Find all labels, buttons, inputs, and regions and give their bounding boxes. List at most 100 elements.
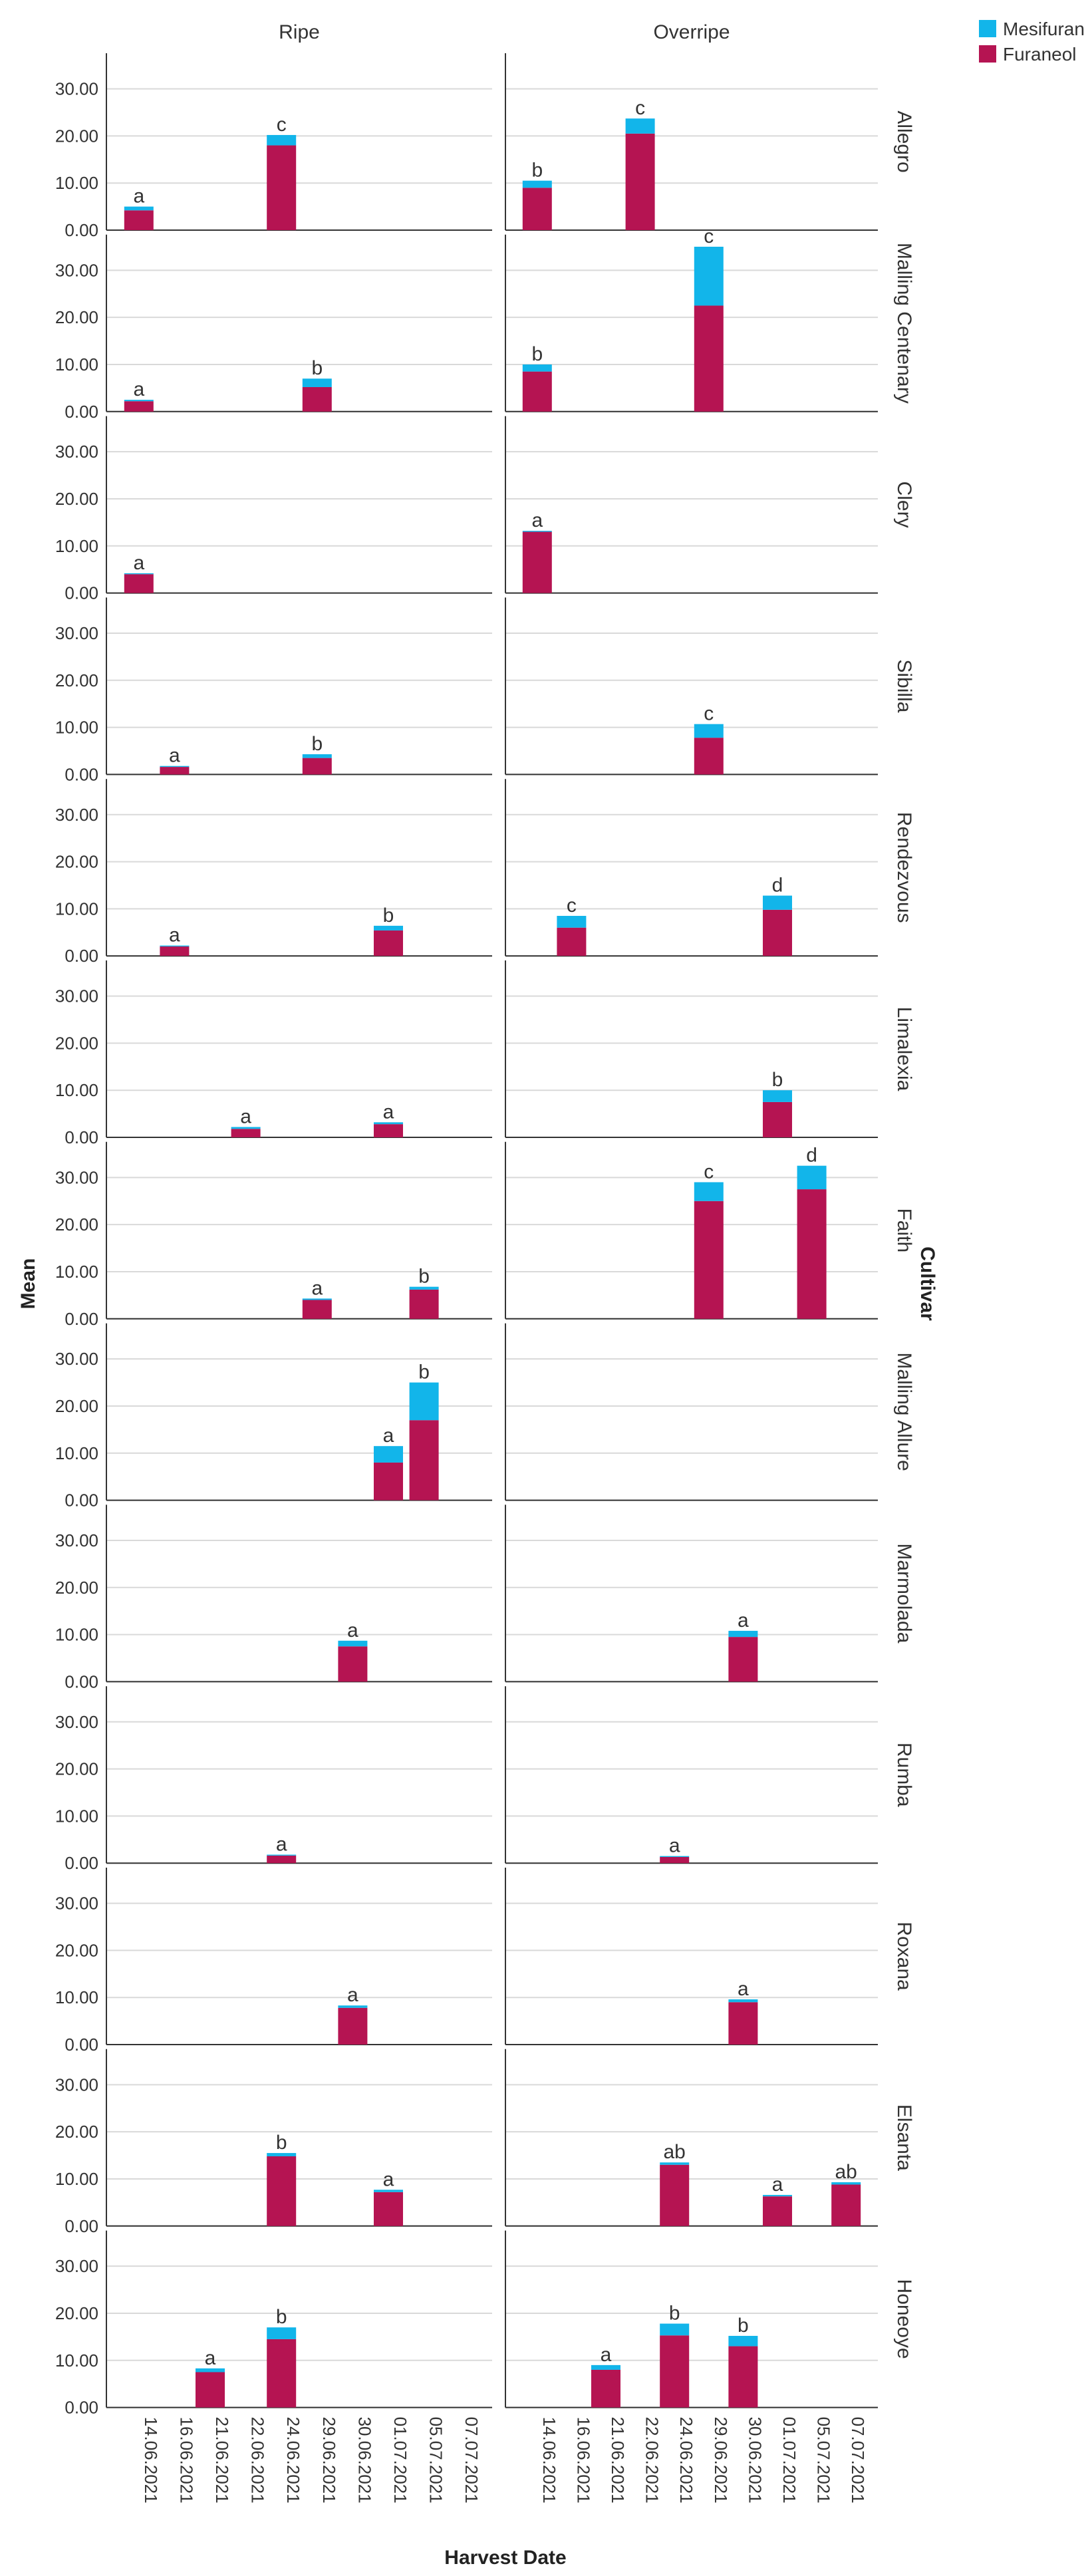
bar-furaneol-malling-allure-ripe (409, 1420, 439, 1501)
y-tick-label: 0.00 (65, 1127, 98, 1147)
bar-mesifuran-elsanta-overripe (831, 2182, 861, 2185)
y-tick-label: 30.00 (55, 1167, 98, 1187)
bar-mesifuran-allegro-ripe (267, 134, 297, 146)
row-label-sibilla: Sibilla (893, 659, 915, 712)
bar-mesifuran-limalexia-ripe (374, 1122, 403, 1125)
y-tick-label: 10.00 (55, 2169, 98, 2189)
x-tick-label: 01.07.2021 (390, 2417, 410, 2504)
bar-mesifuran-rendezvous-overripe (557, 916, 587, 928)
bar-mesifuran-allegro-overripe (522, 180, 552, 188)
bar-furaneol-faith-ripe (302, 1300, 332, 1319)
significance-label: d (806, 1145, 817, 1167)
y-tick-label: 10.00 (55, 1806, 98, 1826)
bar-furaneol-elsanta-ripe (267, 2156, 297, 2226)
y-tick-label: 20.00 (55, 1396, 98, 1416)
y-tick-label: 0.00 (65, 2398, 98, 2418)
significance-label: a (347, 1984, 358, 2006)
bar-mesifuran-malling-allure-ripe (409, 1382, 439, 1421)
y-tick-label: 20.00 (55, 307, 98, 327)
bar-furaneol-honeoye-ripe (267, 2339, 297, 2408)
row-label-malling-centenary: Malling Centenary (893, 243, 915, 404)
x-tick-label: 21.06.2021 (212, 2417, 232, 2504)
significance-label: b (531, 160, 543, 182)
y-tick-label: 20.00 (55, 1578, 98, 1598)
significance-label: ab (664, 2141, 686, 2163)
y-tick-label: 30.00 (55, 1894, 98, 1914)
row-label-honeoye: Honeoye (893, 2279, 915, 2359)
y-tick-label: 0.00 (65, 1853, 98, 1873)
y-tick-label: 20.00 (55, 126, 98, 146)
row-label-allegro: Allegro (893, 110, 915, 172)
y-tick-label: 30.00 (55, 805, 98, 825)
bar-mesifuran-limalexia-overripe (763, 1090, 792, 1102)
bar-mesifuran-honeoye-ripe (196, 2368, 225, 2372)
bar-mesifuran-malling-centenary-ripe (124, 400, 154, 402)
bar-furaneol-malling-centenary-overripe (522, 371, 552, 412)
y-tick-label: 20.00 (55, 852, 98, 872)
significance-label: a (383, 1101, 394, 1123)
bar-furaneol-rendezvous-ripe (160, 946, 190, 956)
significance-label: a (133, 378, 144, 400)
bar-furaneol-faith-overripe (797, 1189, 827, 1319)
bar-furaneol-allegro-overripe (625, 133, 655, 230)
y-tick-label: 0.00 (65, 583, 98, 603)
bar-furaneol-elsanta-overripe (660, 2164, 690, 2226)
bar-furaneol-rumba-overripe (660, 1856, 690, 1864)
legend-label-furaneol: Furaneol (1003, 44, 1077, 65)
bar-furaneol-faith-overripe (694, 1201, 724, 1319)
bar-mesifuran-honeoye-ripe (267, 2327, 297, 2339)
y-tick-label: 30.00 (55, 986, 98, 1006)
y-tick-label: 0.00 (65, 220, 98, 240)
y-tick-label: 10.00 (55, 718, 98, 738)
x-tick-label: 21.06.2021 (608, 2417, 628, 2504)
y-tick-label: 20.00 (55, 1759, 98, 1779)
row-label-clery: Clery (893, 482, 915, 528)
bar-furaneol-honeoye-overripe (591, 2369, 620, 2408)
bar-mesifuran-faith-overripe (694, 1182, 724, 1201)
y-tick-label: 30.00 (55, 623, 98, 643)
row-label-rendezvous: Rendezvous (893, 812, 915, 923)
legend-swatch-furaneol (979, 45, 996, 63)
bar-furaneol-clery-ripe (124, 574, 154, 593)
bar-furaneol-marmolada-overripe (728, 1637, 758, 1682)
y-tick-label: 0.00 (65, 1491, 98, 1510)
significance-label: c (704, 1161, 714, 1183)
bar-furaneol-malling-centenary-ripe (302, 386, 332, 412)
bar-mesifuran-elsanta-overripe (763, 2195, 792, 2197)
bar-furaneol-elsanta-overripe (763, 2196, 792, 2226)
x-tick-label: 22.06.2021 (248, 2417, 268, 2504)
y-tick-label: 10.00 (55, 173, 98, 193)
bar-mesifuran-honeoye-overripe (660, 2323, 690, 2336)
x-tick-label: 22.06.2021 (642, 2417, 662, 2504)
bar-mesifuran-malling-centenary-overripe (694, 246, 724, 306)
significance-label: a (383, 2168, 394, 2190)
bar-mesifuran-elsanta-ripe (374, 2190, 403, 2192)
bar-mesifuran-faith-ripe (409, 1286, 439, 1290)
significance-label: a (276, 1833, 287, 1855)
bar-furaneol-limalexia-overripe (763, 1101, 792, 1137)
y-tick-label: 0.00 (65, 946, 98, 966)
bar-mesifuran-rumba-overripe (660, 1856, 690, 1857)
significance-label: a (240, 1105, 251, 1127)
bar-furaneol-marmolada-ripe (338, 1646, 368, 1682)
significance-label: a (169, 925, 180, 946)
bar-mesifuran-honeoye-overripe (591, 2364, 620, 2370)
bar-furaneol-allegro-ripe (124, 210, 154, 230)
x-tick-label: 05.07.2021 (426, 2417, 446, 2504)
bar-mesifuran-faith-overripe (797, 1165, 827, 1190)
bar-mesifuran-rendezvous-overripe (763, 895, 792, 910)
bar-mesifuran-allegro-overripe (625, 118, 655, 134)
bar-furaneol-allegro-overripe (522, 188, 552, 230)
y-tick-label: 10.00 (55, 1080, 98, 1100)
bar-mesifuran-roxana-overripe (728, 1999, 758, 2003)
x-axis-title: Harvest Date (444, 2547, 566, 2569)
x-tick-label: 24.06.2021 (676, 2417, 696, 2504)
bar-furaneol-roxana-ripe (338, 2007, 368, 2045)
y-tick-label: 10.00 (55, 1443, 98, 1463)
significance-label: c (567, 895, 577, 917)
y-tick-label: 0.00 (65, 2216, 98, 2236)
bar-furaneol-sibilla-overripe (694, 738, 724, 775)
bar-furaneol-rendezvous-overripe (763, 909, 792, 956)
significance-label: a (772, 2174, 783, 2196)
y-tick-label: 10.00 (55, 1625, 98, 1645)
